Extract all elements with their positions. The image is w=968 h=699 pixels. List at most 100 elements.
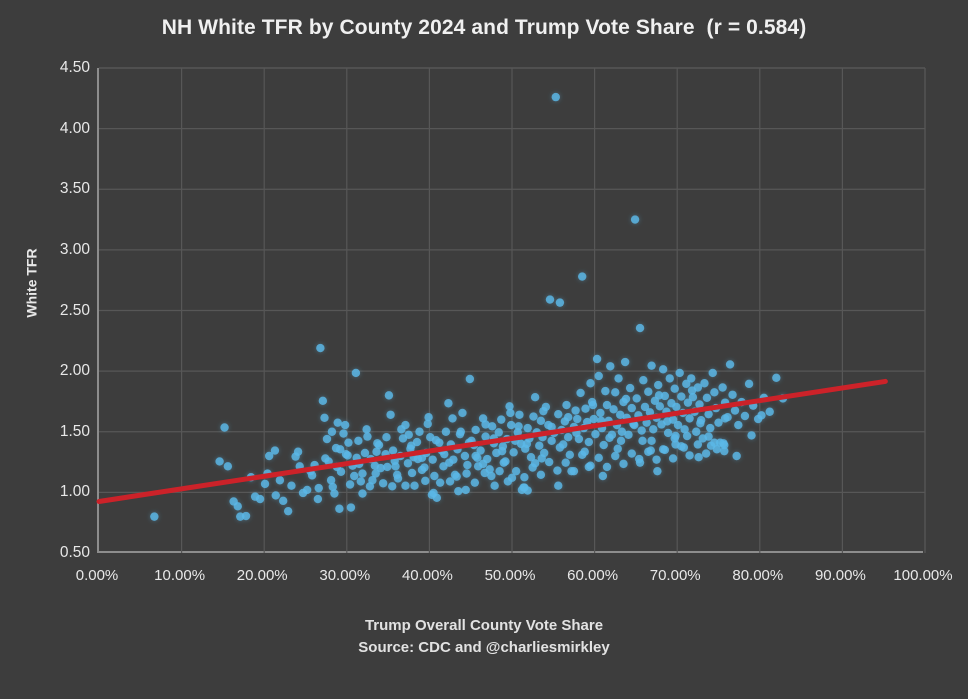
scatter-point xyxy=(561,458,570,467)
scatter-point xyxy=(611,451,620,461)
scatter-point xyxy=(598,471,608,481)
scatter-point xyxy=(679,443,689,452)
scatter-point xyxy=(581,404,590,413)
scatter-point xyxy=(625,383,635,393)
scatter-point xyxy=(478,459,488,469)
scatter-point xyxy=(452,472,461,481)
scatter-point xyxy=(374,440,384,450)
scatter-point xyxy=(646,446,655,455)
scatter-point xyxy=(616,410,625,419)
x-tick-label: 80.00% xyxy=(732,567,784,584)
scatter-point xyxy=(454,486,463,496)
y-tick-label: 3.00 xyxy=(59,240,90,258)
scatter-point xyxy=(511,466,521,476)
scatter-point xyxy=(708,368,717,378)
scatter-point xyxy=(371,469,380,478)
scatter-point xyxy=(318,396,328,406)
scatter-point xyxy=(682,379,691,389)
scatter-point xyxy=(594,371,603,381)
scatter-point xyxy=(372,447,381,456)
scatter-point xyxy=(683,398,693,407)
scatter-point xyxy=(456,427,465,436)
scatter-point xyxy=(215,457,224,466)
scatter-point xyxy=(747,431,756,440)
scatter-point xyxy=(588,400,598,410)
scatter-point xyxy=(515,410,524,419)
scatter-point xyxy=(344,438,353,447)
scatter-point xyxy=(635,454,644,464)
scatter-point xyxy=(621,394,631,404)
scatter-point xyxy=(728,390,737,399)
scatter-point xyxy=(363,432,372,441)
scatter-point xyxy=(647,436,656,446)
scatter-point xyxy=(644,387,653,396)
scatter-point xyxy=(624,430,633,439)
scatter-point xyxy=(602,400,612,410)
scatter-point xyxy=(401,481,410,490)
scatter-point xyxy=(360,448,370,458)
scatter-point xyxy=(757,411,766,420)
y-tick-label: 1.50 xyxy=(59,422,90,440)
scatter-point xyxy=(765,407,774,416)
scatter-point xyxy=(497,446,507,456)
scatter-point xyxy=(407,441,416,450)
scatter-point xyxy=(673,420,683,430)
scatter-point xyxy=(740,411,750,421)
scatter-point xyxy=(495,466,504,476)
scatter-point xyxy=(444,399,453,408)
scatter-point xyxy=(687,386,697,395)
scatter-point xyxy=(665,374,674,383)
scatter-point xyxy=(652,455,661,464)
scatter-point xyxy=(635,323,645,333)
scatter-point xyxy=(589,414,598,424)
scatter-point xyxy=(617,427,627,436)
gridlines xyxy=(99,67,926,553)
scatter-point xyxy=(529,412,538,421)
scatter-point xyxy=(417,465,427,475)
chart-title: NH White TFR by County 2024 and Trump Vo… xyxy=(161,16,807,39)
scatter-point xyxy=(544,457,554,467)
scatter-point xyxy=(732,451,741,461)
scatter-point xyxy=(720,414,730,423)
scatter-point xyxy=(630,420,639,430)
y-tick-label: 3.50 xyxy=(59,180,90,198)
scatter-point xyxy=(663,417,672,426)
scatter-point xyxy=(627,403,636,413)
y-axis-tick-labels: 0.50 1.00 1.50 2.00 2.50 3.00 3.50 4.00 4.50 xyxy=(30,0,90,699)
scatter-point xyxy=(616,436,626,446)
scatter-point xyxy=(563,433,573,442)
scatter-point xyxy=(654,380,663,390)
scatter-point xyxy=(335,504,344,513)
scatter-point xyxy=(586,379,595,388)
scatter-point xyxy=(341,449,351,459)
scatter-point xyxy=(497,415,506,424)
scatter-point xyxy=(536,470,546,479)
scatter-point xyxy=(677,392,686,401)
scatter-point xyxy=(362,425,371,434)
x-tick-label: 50.00% xyxy=(484,567,536,584)
scatter-point xyxy=(535,441,544,450)
scatter-point xyxy=(627,449,636,458)
scatter-point xyxy=(358,469,367,478)
scatter-point xyxy=(563,413,573,422)
scatter-point xyxy=(461,485,470,495)
scatter-point xyxy=(530,459,540,468)
scatter-point xyxy=(654,391,664,400)
scatter-point xyxy=(441,427,451,436)
scatter-point xyxy=(523,423,532,433)
scatter-point xyxy=(470,478,480,487)
scatter-point xyxy=(725,360,735,369)
x-tick-label: 100.00% xyxy=(893,567,953,584)
scatter-point xyxy=(307,471,317,480)
scatter-point xyxy=(670,434,679,443)
scatter-point xyxy=(718,383,727,392)
scatter-point xyxy=(351,368,361,378)
scatter-point xyxy=(576,388,585,398)
scatter-point xyxy=(744,379,754,389)
scatter-point xyxy=(537,454,546,463)
scatter-point xyxy=(619,459,628,469)
scatter-point xyxy=(150,512,159,521)
scatter-point xyxy=(670,384,679,393)
scatter-point xyxy=(354,436,363,446)
scatter-point xyxy=(241,511,251,521)
